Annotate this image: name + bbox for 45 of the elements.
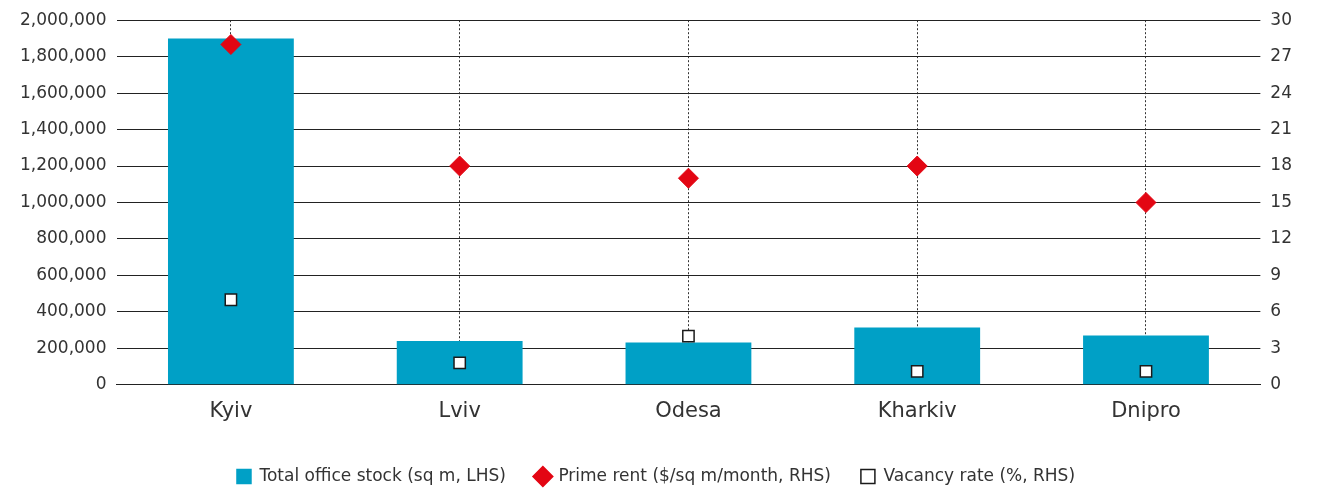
y2-tick-label: 18 <box>1270 154 1293 175</box>
y-tick-label: 600,000 <box>36 263 107 284</box>
point <box>1139 365 1153 378</box>
legend-label: Total office stock (sq m, LHS) <box>258 464 506 485</box>
y2-tick-label: 15 <box>1270 190 1293 211</box>
x-tick-label: Lviv <box>438 397 481 422</box>
y2-tick-label: 0 <box>1270 373 1282 394</box>
bar <box>854 327 981 385</box>
legend-label: Vacancy rate (%, RHS) <box>883 464 1076 485</box>
bar <box>167 38 294 385</box>
bar <box>625 342 752 385</box>
point <box>453 356 467 370</box>
bar <box>1083 335 1209 385</box>
y2-tick-label: 24 <box>1270 81 1293 102</box>
y2-tick-label: 9 <box>1270 263 1282 284</box>
point <box>224 293 238 307</box>
point <box>449 155 471 177</box>
y2-tick-label: 21 <box>1270 118 1293 138</box>
y-tick-label: 1,200,000 <box>19 154 107 175</box>
y-tick-label: 1,600,000 <box>19 81 107 102</box>
y2-tick-label: 30 <box>1270 8 1293 29</box>
x-tick-label: Odesa <box>655 397 722 422</box>
y-tick-label: 200,000 <box>36 336 107 357</box>
y-tick-label: 800,000 <box>36 227 107 248</box>
point <box>906 155 928 177</box>
point <box>910 365 924 378</box>
y-tick-label: 1,400,000 <box>19 118 107 138</box>
point <box>1135 192 1157 213</box>
x-tick-label: Kharkiv <box>877 397 957 422</box>
y2-tick-label: 27 <box>1270 45 1293 66</box>
x-tick-label: Dnipro <box>1111 397 1181 422</box>
point <box>677 167 699 189</box>
y-tick-label: 400,000 <box>36 300 107 321</box>
y-tick-label: 1,800,000 <box>19 45 107 66</box>
y2-tick-label: 12 <box>1270 227 1293 248</box>
x-tick-label: Kyiv <box>209 397 253 422</box>
y-tick-label: 1,000,000 <box>19 190 107 211</box>
point <box>682 329 695 343</box>
y-tick-label: 2,000,000 <box>19 8 107 29</box>
y2-tick-label: 3 <box>1270 336 1282 357</box>
point <box>220 34 242 56</box>
legend-label: Prime rent ($/sq m/month, RHS) <box>558 464 831 485</box>
bar <box>396 341 523 385</box>
y2-tick-label: 6 <box>1270 300 1282 321</box>
y-tick-label: 0 <box>95 373 107 394</box>
